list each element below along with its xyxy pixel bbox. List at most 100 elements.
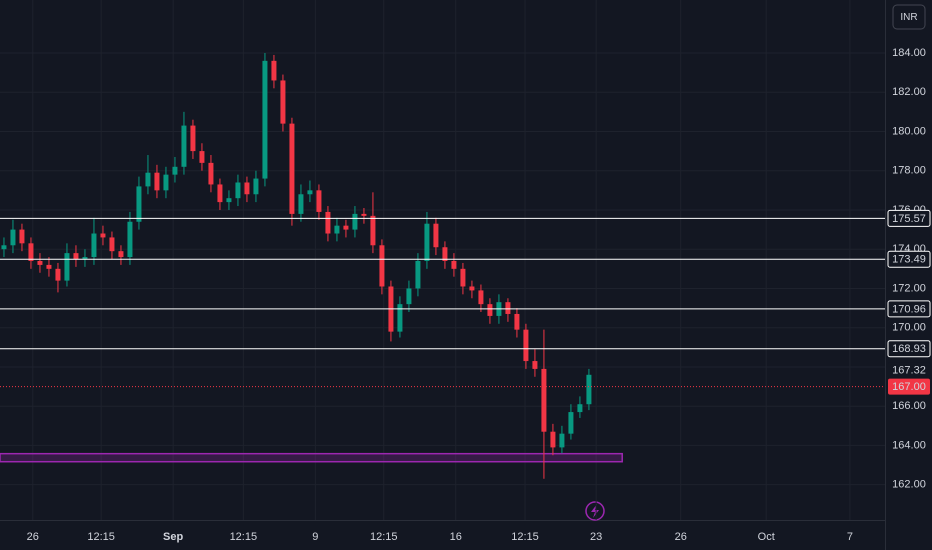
x-tick-label: 12:15 xyxy=(87,531,115,543)
candle-body xyxy=(460,268,466,287)
candle-body xyxy=(19,229,25,244)
candle-body xyxy=(37,260,43,265)
candle-body xyxy=(442,247,448,261)
marker-price-label-box xyxy=(888,362,930,379)
candle-body xyxy=(586,374,592,405)
candle-body xyxy=(379,245,385,287)
x-tick-label: Sep xyxy=(163,531,183,543)
candle-body xyxy=(289,123,295,214)
candle-body xyxy=(316,190,322,212)
candle-body xyxy=(532,361,538,369)
zone xyxy=(0,452,623,463)
y-tick-label: 164.00 xyxy=(892,439,926,451)
current-price-label-box xyxy=(888,378,930,395)
candle-body xyxy=(190,125,196,152)
candle-body xyxy=(199,151,205,163)
candle-body xyxy=(226,198,232,203)
candle-body xyxy=(415,260,421,289)
level-label: 170.96 xyxy=(892,303,926,315)
level-label-box xyxy=(887,340,931,358)
candle-body xyxy=(550,431,556,448)
candle-body xyxy=(82,257,88,260)
level-label-box xyxy=(887,300,931,318)
y-tick-label: 166.00 xyxy=(892,400,926,412)
candle-body xyxy=(307,190,313,195)
candle-body xyxy=(343,225,349,230)
candle-body xyxy=(64,253,70,281)
candle-body xyxy=(325,211,331,234)
candle-body xyxy=(28,243,34,261)
candle-body xyxy=(298,194,304,214)
candle-body xyxy=(352,213,358,230)
x-tick-label: 16 xyxy=(450,531,462,543)
y-tick-label: 184.00 xyxy=(892,47,926,59)
currency-button[interactable] xyxy=(892,4,926,30)
candle-body xyxy=(127,221,133,258)
candle-body xyxy=(406,288,412,305)
candle-body xyxy=(334,225,340,234)
candle-body xyxy=(433,223,439,248)
x-tick-label: Oct xyxy=(758,531,775,543)
x-tick-label: 9 xyxy=(312,531,318,543)
candle-body xyxy=(136,186,142,222)
candle-body xyxy=(361,213,367,216)
candle-body xyxy=(109,237,115,252)
candle-body xyxy=(568,412,574,434)
candle-body xyxy=(577,404,583,413)
level-label: 173.49 xyxy=(892,254,926,266)
candle-body xyxy=(505,302,511,314)
y-tick-label: 162.00 xyxy=(892,479,926,491)
marker-price-label: 167.32 xyxy=(892,365,926,377)
x-tick-label: 7 xyxy=(847,531,853,543)
candle-body xyxy=(487,304,493,316)
y-tick-label: 172.00 xyxy=(892,282,926,294)
candle-body xyxy=(100,233,106,238)
candle-body xyxy=(244,182,250,195)
candle-body xyxy=(217,184,223,203)
level-label: 175.57 xyxy=(892,213,926,225)
candle-body xyxy=(46,264,52,269)
x-tick-label: 26 xyxy=(27,531,39,543)
candle-body xyxy=(181,125,187,167)
candle-body xyxy=(73,253,79,260)
currency: INR xyxy=(900,12,917,23)
candle-body xyxy=(163,174,169,191)
candle-body xyxy=(145,172,151,187)
candle-body xyxy=(397,304,403,332)
y-tick-label: 178.00 xyxy=(892,165,926,177)
candle-body xyxy=(370,215,376,246)
candle-body xyxy=(523,329,529,362)
x-tick-label: 12:15 xyxy=(370,531,398,543)
candle-body xyxy=(541,368,547,432)
candle-body xyxy=(55,268,61,281)
candle-body xyxy=(469,286,475,291)
candle-body xyxy=(154,172,160,191)
candle-body xyxy=(262,60,268,179)
candle-body xyxy=(172,166,178,175)
candle-body xyxy=(271,60,277,81)
x-tick-label: 12:15 xyxy=(230,531,258,543)
level-label: 168.93 xyxy=(892,343,926,355)
y-tick-label: 182.00 xyxy=(892,86,926,98)
candle-body xyxy=(1,245,7,250)
level-label-box xyxy=(887,209,931,227)
candle-body xyxy=(208,162,214,185)
lightning-icon[interactable] xyxy=(585,501,605,521)
candle-body xyxy=(10,229,16,246)
candle-body xyxy=(424,223,430,261)
level-label-box xyxy=(887,250,931,268)
x-tick-label: 26 xyxy=(675,531,687,543)
x-tick-label: 23 xyxy=(590,531,602,543)
y-tick-label: 180.00 xyxy=(892,125,926,137)
candle-body xyxy=(514,313,520,330)
candle-body xyxy=(280,80,286,124)
candle-body xyxy=(478,290,484,305)
candle-body xyxy=(451,260,457,269)
candle-body xyxy=(118,251,124,258)
x-tick-label: 12:15 xyxy=(511,531,539,543)
y-tick-label: 170.00 xyxy=(892,322,926,334)
candle-body xyxy=(559,433,565,448)
candle-body xyxy=(253,178,259,195)
candle-body xyxy=(91,233,97,258)
